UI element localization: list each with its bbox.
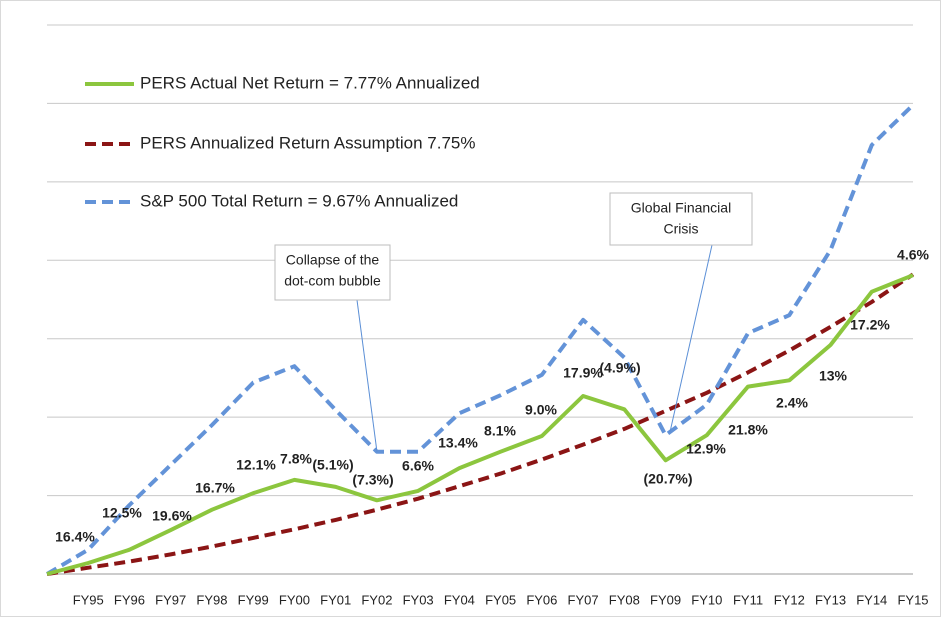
- callout-pointer: [669, 244, 713, 433]
- series-line: [46, 273, 914, 576]
- return-label: 12.9%: [686, 441, 726, 457]
- x-tick-label: FY03: [403, 592, 434, 607]
- x-tick-label: FY06: [526, 592, 557, 607]
- x-tick-label: FY00: [279, 592, 310, 607]
- return-label: 9.0%: [525, 402, 557, 418]
- x-tick-label: FY14: [856, 592, 887, 607]
- return-label: 7.8%: [280, 451, 312, 467]
- return-label: 2.4%: [776, 395, 808, 411]
- callout-box: [274, 244, 391, 301]
- return-label: 12.5%: [102, 505, 142, 521]
- legend-label: PERS Actual Net Return = 7.77% Annualize…: [140, 73, 480, 92]
- return-label: 17.9%: [563, 365, 603, 381]
- x-tick-label: FY09: [650, 592, 681, 607]
- x-tick-label: FY99: [238, 592, 269, 607]
- x-tick-label: FY05: [485, 592, 516, 607]
- x-tick-label: FY08: [609, 592, 640, 607]
- return-label: (5.1%): [312, 457, 353, 473]
- return-label: 19.6%: [152, 508, 192, 524]
- return-label: 4.6%: [897, 247, 929, 263]
- callout-text: Global Financial: [631, 200, 731, 216]
- x-tick-label: FY96: [114, 592, 145, 607]
- callout-box: [609, 192, 753, 246]
- x-tick-label: FY12: [774, 592, 805, 607]
- callout-pointer: [356, 299, 378, 453]
- return-label: 8.1%: [484, 423, 516, 439]
- return-label: 6.6%: [402, 458, 434, 474]
- return-label: 21.8%: [728, 422, 768, 438]
- x-tick-label: FY02: [361, 592, 392, 607]
- series-line: [45, 103, 915, 576]
- return-label: 17.2%: [850, 317, 890, 333]
- x-tick-label: FY95: [73, 592, 104, 607]
- x-tick-label: FY13: [815, 592, 846, 607]
- return-label: (20.7%): [643, 471, 692, 487]
- return-label: (4.9%): [599, 360, 640, 376]
- return-label: 16.7%: [195, 480, 235, 496]
- x-tick-label: FY97: [155, 592, 186, 607]
- x-tick-label: FY98: [196, 592, 227, 607]
- callout-text: Collapse of the: [286, 252, 380, 268]
- x-tick-label: FY01: [320, 592, 351, 607]
- x-tick-label: FY10: [691, 592, 722, 607]
- return-label: 13%: [819, 368, 848, 384]
- return-label: (7.3%): [352, 472, 393, 488]
- callout-text: dot-com bubble: [284, 273, 381, 289]
- x-tick-label: FY15: [897, 592, 928, 607]
- return-label: 13.4%: [438, 435, 478, 451]
- x-tick-label: FY11: [733, 592, 763, 607]
- x-tick-label: FY07: [568, 592, 599, 607]
- series-line: [46, 272, 915, 576]
- legend-label: S&P 500 Total Return = 9.67% Annualized: [140, 191, 458, 210]
- legend-label: PERS Annualized Return Assumption 7.75%: [140, 133, 475, 152]
- return-label: 12.1%: [236, 457, 276, 473]
- x-tick-label: FY04: [444, 592, 475, 607]
- callout-text: Crisis: [664, 221, 699, 237]
- return-label: 16.4%: [55, 529, 95, 545]
